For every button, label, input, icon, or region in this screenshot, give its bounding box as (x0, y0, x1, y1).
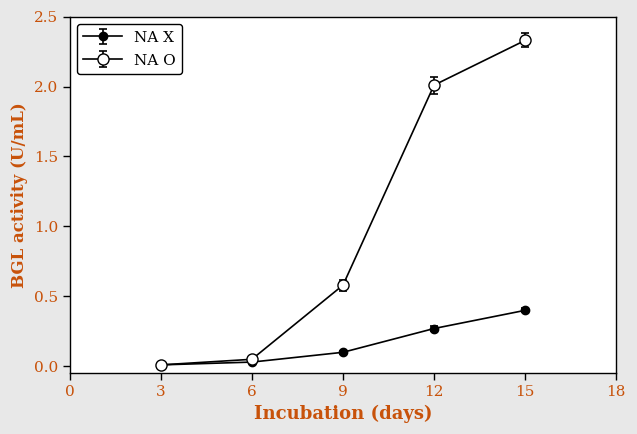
X-axis label: Incubation (days): Incubation (days) (254, 404, 433, 423)
Legend: NA X, NA O: NA X, NA O (77, 24, 182, 74)
Y-axis label: BGL activity (U/mL): BGL activity (U/mL) (11, 102, 28, 288)
